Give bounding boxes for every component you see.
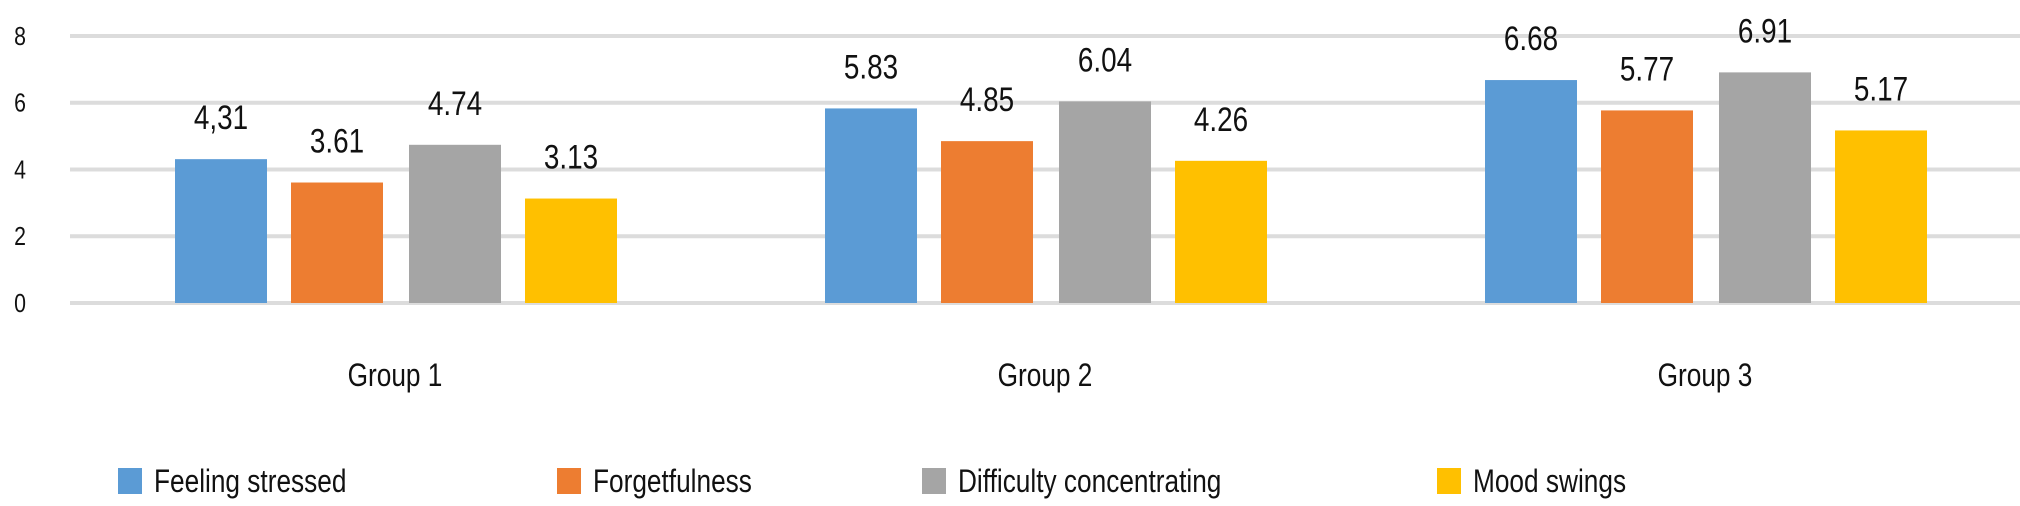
category-label: Group 3 <box>1658 359 1753 394</box>
legend-item: Mood swings <box>1437 465 1626 500</box>
bar <box>1175 160 1267 303</box>
bar <box>1059 101 1151 303</box>
data-label: 6.91 <box>1738 12 1792 50</box>
bars <box>175 72 1927 304</box>
legend-swatch <box>118 468 142 494</box>
y-axis-ticks: 0 2 4 6 8 <box>14 22 26 319</box>
bar <box>941 141 1033 303</box>
data-label: 3.13 <box>544 138 598 176</box>
category-label: Group 1 <box>348 359 443 394</box>
legend-swatch <box>922 468 946 494</box>
data-label: 5.17 <box>1854 70 1908 108</box>
y-tick-label: 2 <box>14 222 26 252</box>
legend-label: Mood swings <box>1473 465 1626 500</box>
bar <box>409 144 501 303</box>
legend-label: Difficulty concentrating <box>958 465 1221 500</box>
category-labels: Group 1 Group 2 Group 3 <box>348 359 1753 394</box>
bar <box>1485 80 1577 304</box>
data-label: 4.74 <box>428 84 482 122</box>
gridlines <box>70 34 2020 305</box>
legend-swatch <box>1437 468 1461 494</box>
y-tick-label: 0 <box>14 289 26 319</box>
legend-label: Forgetfulness <box>593 465 752 500</box>
y-tick-label: 4 <box>14 156 26 186</box>
data-label: 3.61 <box>310 122 364 160</box>
bar <box>525 198 617 303</box>
data-label: 5.77 <box>1620 50 1674 88</box>
bar <box>1601 110 1693 304</box>
data-labels: 4,31 5.83 6.68 3.61 4.85 5.77 4.74 6.04 6.91 3.13… <box>194 12 1908 176</box>
category-label: Group 2 <box>998 359 1093 394</box>
legend-swatch <box>557 468 581 494</box>
data-label: 6.04 <box>1078 41 1132 79</box>
bar <box>1719 72 1811 303</box>
data-label: 5.83 <box>844 48 898 86</box>
legend-label: Feeling stressed <box>154 465 346 500</box>
bar <box>291 182 383 303</box>
data-label: 4.85 <box>960 81 1014 119</box>
data-label: 6.68 <box>1504 19 1558 57</box>
data-label: 4.26 <box>1194 100 1248 138</box>
data-label: 4,31 <box>194 99 248 137</box>
legend-item: Forgetfulness <box>557 465 752 500</box>
legend-item: Feeling stressed <box>118 465 346 500</box>
legend-item: Difficulty concentrating <box>922 465 1221 500</box>
bar <box>1835 130 1927 303</box>
legend: Feeling stressed Forgetfulness Difficulty … <box>118 465 1626 500</box>
y-tick-label: 6 <box>14 89 26 119</box>
bar <box>175 159 267 303</box>
bar <box>825 108 917 303</box>
y-tick-label: 8 <box>14 22 26 52</box>
